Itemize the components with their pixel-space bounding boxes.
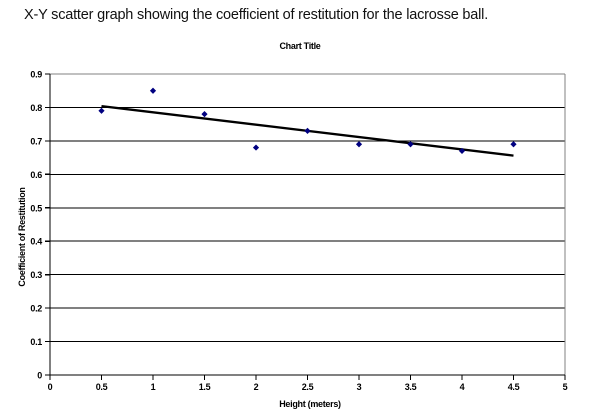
- x-tick-label: 2.5: [302, 382, 314, 392]
- data-points: [98, 87, 517, 155]
- chart-title: Chart Title: [279, 41, 320, 51]
- data-point-marker: [304, 127, 311, 134]
- x-tick-label: 4.5: [508, 382, 520, 392]
- data-point-marker: [98, 107, 105, 114]
- x-axis-title: Height (meters): [279, 399, 341, 409]
- data-point-marker: [407, 141, 414, 148]
- x-tick-label: 3.5: [405, 382, 417, 392]
- data-point-marker: [458, 147, 466, 155]
- x-tick-label: 3: [357, 382, 362, 392]
- x-tick-label: 0.5: [96, 382, 108, 392]
- x-tick-labels: 0 0.5 1 1.5 2 2.5 3 3.5 4 4.5 5: [48, 382, 568, 392]
- data-point-marker: [355, 141, 363, 148]
- y-tick-label: 0.2: [30, 304, 42, 314]
- y-tick-label: 0.1: [30, 337, 42, 347]
- x-tick-label: 1: [151, 382, 156, 392]
- x-tick-label: 4: [460, 382, 465, 392]
- y-tick-label: 0.4: [30, 237, 42, 247]
- gridlines: [50, 106, 565, 343]
- y-tick-labels: 0 0.1 0.2 0.3 0.4 0.5 0.6 0.7 0.8 0.9: [30, 70, 42, 381]
- y-tick-label: 0.9: [30, 70, 42, 80]
- y-tick-label: 0.7: [30, 136, 42, 146]
- data-point-marker: [201, 111, 208, 118]
- page-heading: X-Y scatter graph showing the coefficien…: [24, 7, 489, 23]
- y-tick-label: 0.5: [30, 203, 42, 213]
- tick-marks: [45, 73, 566, 380]
- data-point-marker: [510, 141, 517, 148]
- data-point-marker: [149, 87, 157, 94]
- x-tick-label: 1.5: [199, 382, 211, 392]
- y-tick-label: 0: [37, 371, 42, 381]
- y-tick-label: 0.6: [30, 170, 42, 180]
- x-tick-label: 0: [48, 382, 53, 392]
- y-tick-label: 0.8: [30, 103, 42, 113]
- y-tick-label: 0.3: [30, 270, 42, 280]
- x-tick-label: 2: [254, 382, 259, 392]
- y-axis-title: Coefficient of Restitution: [17, 187, 27, 286]
- data-point-marker: [252, 144, 260, 151]
- plot-border: [50, 73, 566, 375]
- x-tick-label: 5: [563, 382, 568, 392]
- axes: [49, 74, 565, 376]
